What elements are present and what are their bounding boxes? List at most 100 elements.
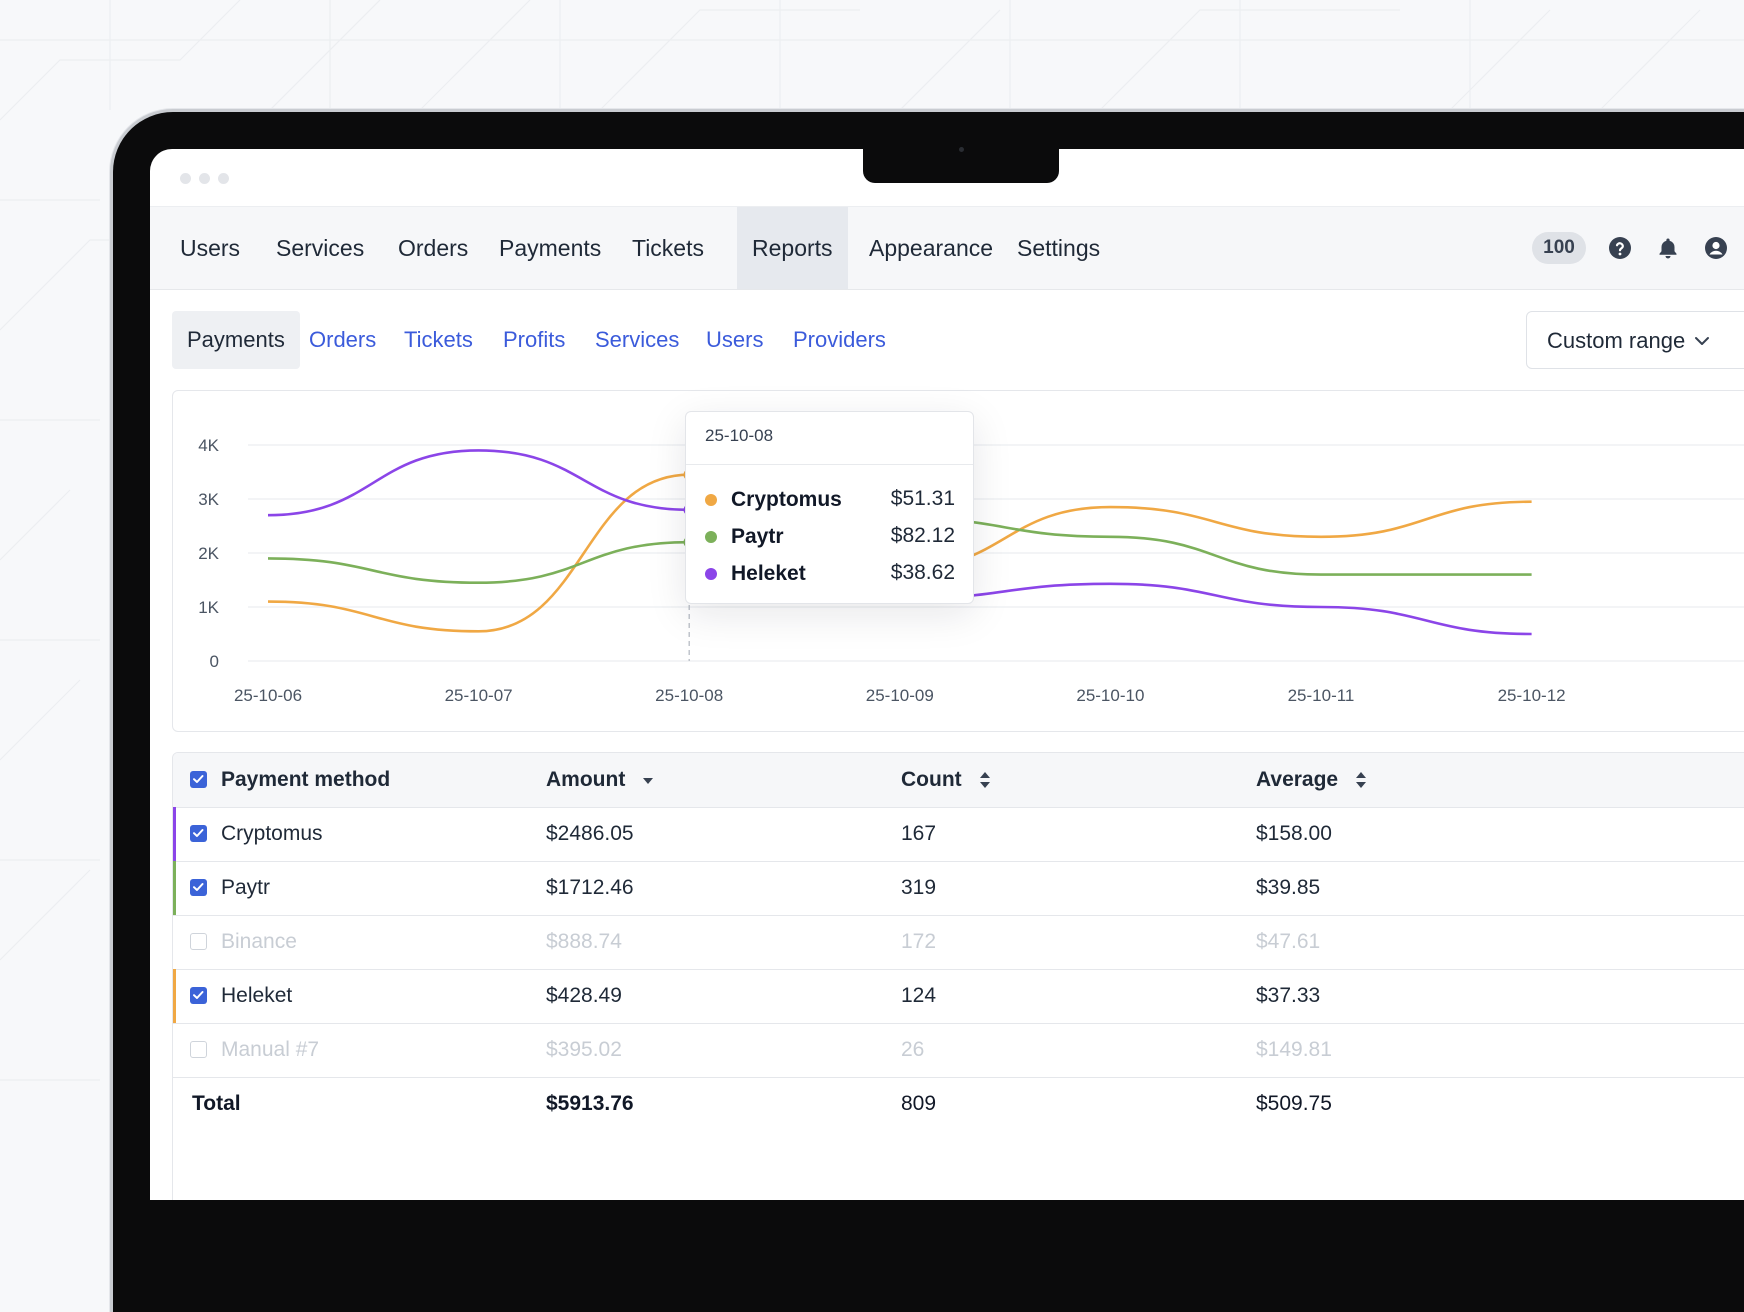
window-dot-3 [218, 173, 229, 184]
balance-badge[interactable]: 100 [1532, 232, 1586, 264]
top-navigation: Users Services Orders Payments Tickets R… [150, 206, 1744, 290]
x-tick-label: 25-10-07 [445, 686, 513, 705]
nav-appearance[interactable]: Appearance [869, 235, 994, 261]
row-checkbox[interactable] [190, 987, 207, 1004]
tooltip-series-value: $82.12 [890, 524, 955, 547]
y-tick-label: 0 [210, 652, 219, 671]
check-icon [193, 829, 204, 837]
legend-dot-paytr [705, 531, 717, 543]
count-value: 26 [901, 1038, 925, 1061]
tooltip-series-name: Paytr [731, 525, 784, 548]
count-value: 172 [901, 930, 937, 953]
x-tick-label: 25-10-06 [234, 686, 302, 705]
app-window: Users Services Orders Payments Tickets R… [150, 149, 1744, 1200]
total-count: 809 [901, 1092, 937, 1115]
row-checkbox[interactable] [190, 879, 207, 896]
y-tick-label: 3K [198, 490, 219, 509]
y-tick-label: 2K [198, 544, 219, 563]
amount-value: $395.02 [546, 1038, 622, 1061]
nav-services[interactable]: Services [276, 235, 365, 261]
tooltip-series-value: $51.31 [890, 487, 955, 510]
table-total-row: Total $5913.76 809 $509.75 [173, 1077, 1744, 1131]
tooltip-series-name: Cryptomus [731, 488, 842, 511]
average-value: $47.61 [1256, 930, 1321, 953]
header-payment-method[interactable]: Payment method [221, 768, 391, 791]
sort-icon [1355, 772, 1366, 789]
table-row[interactable]: Cryptomus $2486.05 167 $158.00 [173, 807, 1744, 862]
payment-method-name: Binance [221, 930, 297, 953]
table-row[interactable]: Manual #7 $395.02 26 $149.81 [173, 1023, 1744, 1078]
subtab-payments[interactable]: Payments [172, 311, 300, 369]
help-icon[interactable] [1608, 236, 1632, 260]
header-amount[interactable]: Amount [546, 753, 655, 807]
tooltip-row-cryptomus: Cryptomus $51.31 [705, 486, 955, 514]
tooltip-series-value: $38.62 [890, 561, 955, 584]
average-value: $39.85 [1256, 876, 1321, 899]
check-icon [193, 883, 204, 891]
tooltip-series-name: Heleket [731, 562, 806, 585]
bell-icon[interactable] [1656, 236, 1680, 260]
x-tick-label: 25-10-12 [1498, 686, 1566, 705]
legend-dot-heleket [705, 568, 717, 580]
nav-orders[interactable]: Orders [398, 235, 469, 261]
total-label: Total [192, 1092, 241, 1115]
sort-desc-icon [643, 778, 654, 785]
payment-method-name: Heleket [221, 984, 293, 1007]
table-row[interactable]: Binance $888.74 172 $47.61 [173, 915, 1744, 970]
nav-payments[interactable]: Payments [499, 235, 602, 261]
y-tick-label: 1K [198, 598, 219, 617]
row-color-marker [173, 969, 176, 1023]
nav-tickets[interactable]: Tickets [632, 235, 704, 261]
nav-users[interactable]: Users [180, 235, 241, 261]
x-tick-label: 25-10-09 [866, 686, 934, 705]
select-all-checkbox[interactable] [190, 771, 207, 788]
date-range-label: Custom range [1547, 328, 1686, 353]
camera-icon [959, 147, 964, 152]
tooltip-row-paytr: Paytr $82.12 [705, 523, 955, 551]
window-dot-2 [199, 173, 210, 184]
subtab-providers[interactable]: Providers [793, 327, 886, 352]
check-icon [193, 775, 204, 783]
row-checkbox[interactable] [190, 1041, 207, 1058]
amount-value: $2486.05 [546, 822, 634, 845]
window-dot-1 [180, 173, 191, 184]
row-checkbox[interactable] [190, 933, 207, 950]
payment-method-name: Manual #7 [221, 1038, 320, 1061]
subtab-profits[interactable]: Profits [503, 327, 566, 352]
row-color-marker [173, 861, 176, 915]
y-tick-label: 4K [198, 436, 219, 455]
header-count[interactable]: Count [901, 753, 992, 807]
tooltip-divider [686, 464, 973, 465]
sort-icon [979, 772, 990, 789]
count-value: 124 [901, 984, 937, 1007]
table-row[interactable]: Paytr $1712.46 319 $39.85 [173, 861, 1744, 916]
amount-value: $888.74 [546, 930, 622, 953]
subtab-users[interactable]: Users [706, 327, 764, 352]
amount-value: $1712.46 [546, 876, 634, 899]
subtab-services[interactable]: Services [595, 327, 680, 352]
amount-value: $428.49 [546, 984, 622, 1007]
subtab-orders[interactable]: Orders [309, 327, 377, 352]
x-tick-label: 25-10-11 [1288, 686, 1355, 705]
subtab-tickets[interactable]: Tickets [404, 327, 473, 352]
chevron-down-icon [1695, 337, 1709, 345]
table-row[interactable]: Heleket $428.49 124 $37.33 [173, 969, 1744, 1024]
header-count-label: Count [901, 768, 962, 791]
nav-reports[interactable]: Reports [737, 207, 848, 289]
count-value: 319 [901, 876, 937, 899]
nav-settings[interactable]: Settings [1017, 235, 1101, 261]
total-amount: $5913.76 [546, 1092, 634, 1115]
user-icon[interactable] [1704, 236, 1728, 260]
date-range-select[interactable]: Custom range [1526, 311, 1744, 369]
legend-dot-cryptomus [705, 494, 717, 506]
row-color-marker [173, 807, 176, 861]
check-icon [193, 991, 204, 999]
total-average: $509.75 [1256, 1092, 1332, 1115]
header-average[interactable]: Average [1256, 753, 1368, 807]
x-tick-label: 25-10-10 [1076, 686, 1144, 705]
payments-table: Payment method Amount Count Average Cryp… [172, 752, 1744, 1200]
table-header: Payment method Amount Count Average [173, 753, 1744, 808]
row-checkbox[interactable] [190, 825, 207, 842]
tooltip-row-heleket: Heleket $38.62 [705, 560, 955, 588]
average-value: $37.33 [1256, 984, 1321, 1007]
